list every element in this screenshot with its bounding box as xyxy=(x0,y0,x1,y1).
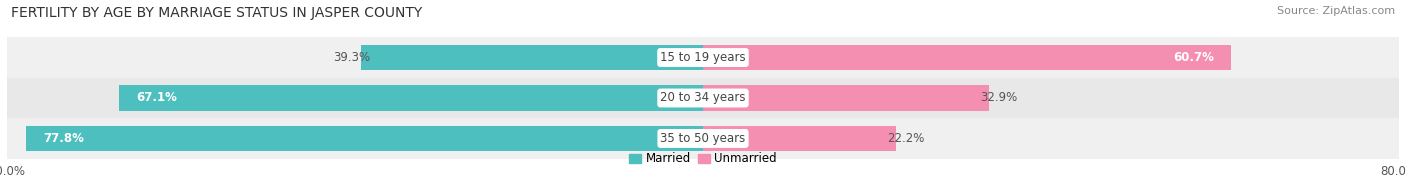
Bar xyxy=(703,126,896,151)
Bar xyxy=(7,118,1399,159)
Text: 77.8%: 77.8% xyxy=(44,132,84,145)
Text: FERTILITY BY AGE BY MARRIAGE STATUS IN JASPER COUNTY: FERTILITY BY AGE BY MARRIAGE STATUS IN J… xyxy=(11,6,422,20)
Bar xyxy=(120,85,703,111)
Text: 60.7%: 60.7% xyxy=(1173,51,1213,64)
Text: 35 to 50 years: 35 to 50 years xyxy=(661,132,745,145)
Text: 32.9%: 32.9% xyxy=(980,92,1018,104)
Bar xyxy=(703,45,1232,70)
Legend: Married, Unmarried: Married, Unmarried xyxy=(624,147,782,170)
Bar xyxy=(361,45,703,70)
Bar xyxy=(703,85,990,111)
Bar xyxy=(7,37,1399,78)
Text: Source: ZipAtlas.com: Source: ZipAtlas.com xyxy=(1277,6,1395,16)
Text: 39.3%: 39.3% xyxy=(333,51,370,64)
Text: 67.1%: 67.1% xyxy=(136,92,177,104)
Text: 22.2%: 22.2% xyxy=(887,132,925,145)
Text: 20 to 34 years: 20 to 34 years xyxy=(661,92,745,104)
Bar xyxy=(27,126,703,151)
Bar xyxy=(7,78,1399,118)
Text: 15 to 19 years: 15 to 19 years xyxy=(661,51,745,64)
